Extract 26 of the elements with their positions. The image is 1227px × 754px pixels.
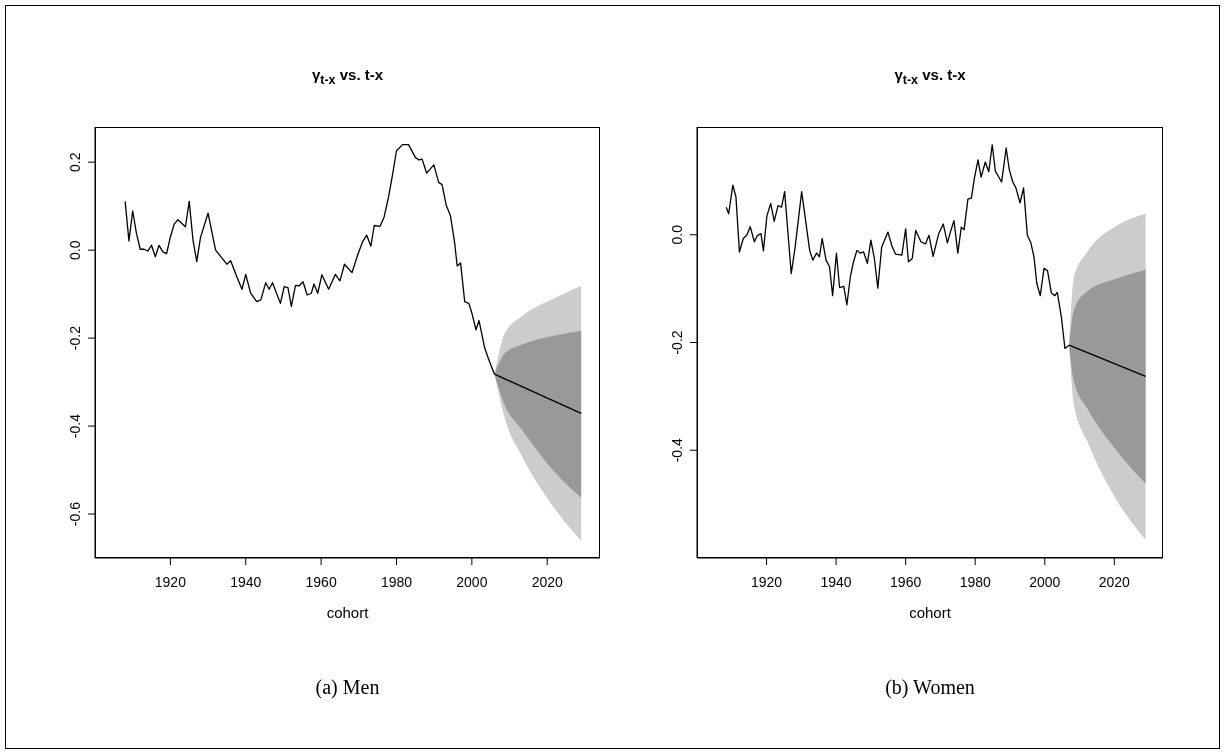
chart-title: γ$_{t-x}$ vs. t-x — [310, 65, 385, 89]
x-axis-title: cohort — [326, 604, 370, 621]
y-tick-label: -0.2 — [67, 325, 83, 351]
y-tick-label: -0.4 — [67, 413, 83, 439]
x-tick-label: 1920 — [154, 573, 187, 590]
y-tick-label: 0.0 — [669, 224, 685, 245]
x-tick-label: 1980 — [380, 573, 413, 590]
x-tick-label: 1960 — [890, 573, 922, 590]
x-tick-label: 1940 — [820, 573, 852, 590]
x-tick-label: 1920 — [750, 573, 783, 590]
x-axis-title: cohort — [909, 604, 952, 621]
text: (a) Men — [314, 676, 381, 699]
y-tick-label: -0.4 — [669, 437, 685, 463]
x-tick-label: 1940 — [230, 573, 262, 590]
text: (b) Women — [884, 676, 976, 699]
x-tick-label: 2020 — [1098, 573, 1131, 590]
x-tick-label: 2000 — [456, 573, 488, 590]
x-tick-label: 2000 — [1029, 573, 1061, 590]
chart-title: γ$_{t-x}$ vs. t-x — [893, 65, 967, 89]
x-tick-label: 2020 — [531, 573, 564, 590]
y-tick-label: 0.0 — [67, 240, 83, 260]
y-tick-label: -0.2 — [669, 330, 685, 355]
x-tick-label: 1960 — [305, 573, 337, 590]
y-tick-label: -0.6 — [67, 501, 83, 527]
y-tick-label: 0.2 — [67, 152, 83, 172]
x-tick-label: 1980 — [959, 573, 991, 590]
